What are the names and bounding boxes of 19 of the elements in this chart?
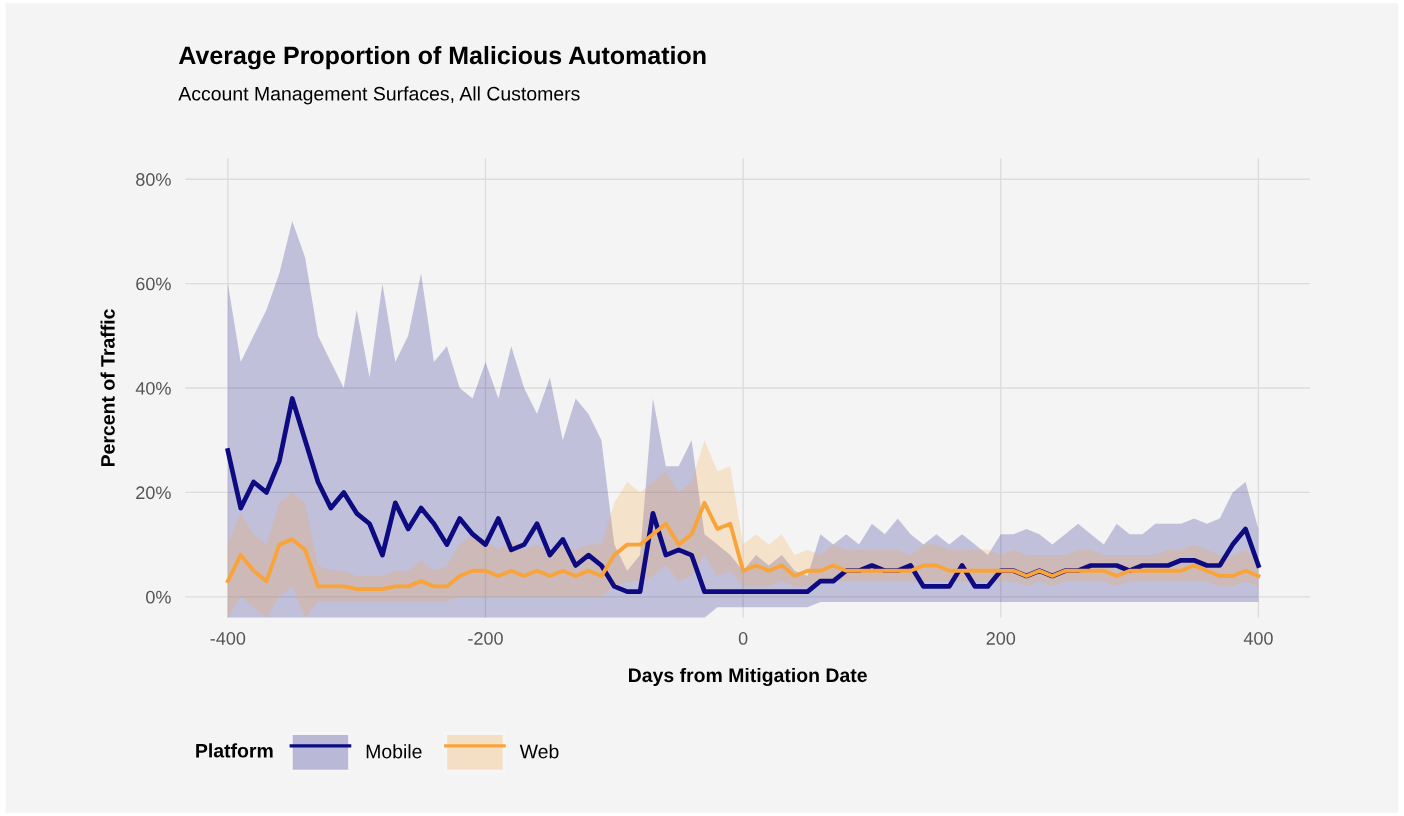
x-tick-label: 200 — [986, 632, 1016, 645]
chart-subtitle: Account Management Surfaces, All Customers — [178, 86, 580, 105]
line-series — [225, 500, 1261, 591]
x-tick-label: 0 — [738, 632, 748, 645]
x-tick-label: 400 — [1243, 632, 1273, 645]
x-tick-label: -400 — [210, 632, 246, 645]
y-tick-label: 20% — [136, 486, 171, 500]
legend-title: Platform — [196, 743, 273, 758]
y-tick-label: 80% — [136, 173, 171, 186]
y-axis-title: Percent of Traffic — [100, 309, 115, 467]
y-tick-label: 60% — [136, 277, 171, 291]
line-series — [225, 396, 1261, 594]
y-tick-label: 0% — [146, 590, 171, 604]
x-tick-label: -200 — [468, 632, 503, 645]
x-axis-title: Days from Mitigation Date — [629, 667, 867, 687]
legend-label: Web — [519, 744, 559, 759]
legend-label: Mobile — [366, 744, 422, 759]
y-tick-label: 40% — [135, 381, 171, 395]
chart-title: Average Proportion of Malicious Automation — [178, 45, 706, 70]
